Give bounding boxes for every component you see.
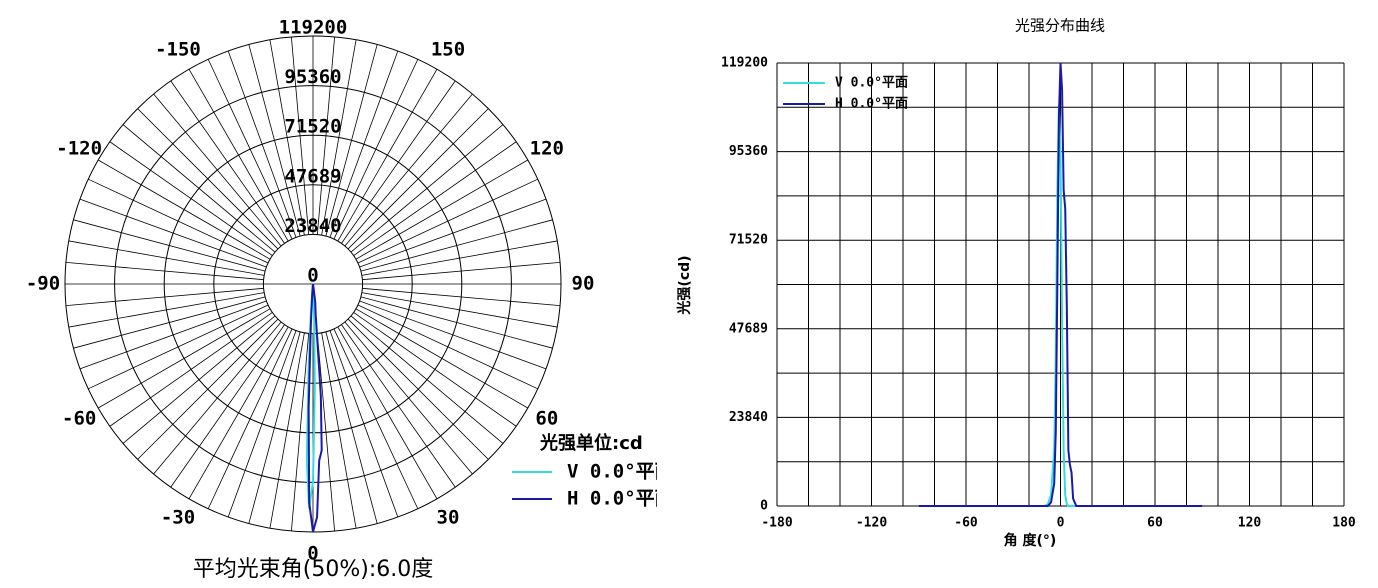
angle-label: -60: [62, 408, 96, 430]
r-tick-label: 47689: [284, 165, 341, 187]
legend-label: V 0.0°平面: [835, 76, 908, 91]
legend: 光强单位:cd V 0.0°平面 H 0.0°平面: [512, 432, 674, 510]
polar-chart: 0 23840 47689 71520 95360 119200 -150 -120 -90 -6…: [26, 17, 674, 583]
r-tick-label: 95360: [284, 66, 341, 88]
angle-label: 150: [431, 39, 465, 61]
line: [918, 104, 1203, 507]
x-tick-label: 180: [1332, 516, 1356, 531]
r-tick-label: 119200: [279, 17, 348, 39]
chart-title: 光强分布曲线: [1015, 17, 1105, 35]
annotation: 平均光束角(50%):6.0度: [193, 557, 433, 582]
x-axis-label: 角 度(°): [1004, 532, 1057, 549]
y-tick-label: 119200: [721, 56, 768, 71]
r-tick-label: 71520: [284, 116, 341, 138]
ring: [213, 184, 413, 384]
curve: [307, 283, 323, 533]
legend-title: 光强单位:cd: [539, 432, 643, 454]
y-tick-label: 47689: [729, 321, 768, 336]
x-tick-label: -120: [856, 516, 887, 531]
line: [918, 62, 1203, 507]
x-tick-label: -60: [954, 516, 978, 531]
angle-label: -90: [26, 273, 60, 295]
angle-label: 120: [530, 138, 564, 160]
angle-label: -30: [161, 506, 195, 528]
angle-label: 90: [572, 273, 595, 295]
y-tick-label: 0: [760, 499, 768, 514]
legend-label: H 0.0°平面: [567, 488, 674, 510]
x-tick-label: 0: [1057, 516, 1065, 531]
y-tick-label: 95360: [729, 144, 768, 159]
angle-label: 0: [307, 543, 318, 565]
x-tick-label: -180: [761, 516, 792, 531]
angle-label: 60: [535, 408, 558, 430]
r-tick-label: 0: [307, 265, 318, 287]
y-tick-label: 71520: [729, 233, 768, 248]
y-tick-label: 23840: [729, 410, 768, 425]
x-tick-label: 120: [1238, 516, 1262, 531]
angle-label: 30: [437, 506, 460, 528]
r-tick-label: 23840: [284, 215, 341, 237]
y-axis-label: 光强(cd): [676, 255, 693, 315]
x-tick-label: 60: [1147, 516, 1163, 531]
legend-label: H 0.0°平面: [835, 97, 908, 112]
angle-label: -150: [155, 39, 201, 61]
ring: [262, 233, 364, 335]
legend-label: V 0.0°平面: [567, 461, 674, 483]
angle-label: -120: [56, 138, 102, 160]
